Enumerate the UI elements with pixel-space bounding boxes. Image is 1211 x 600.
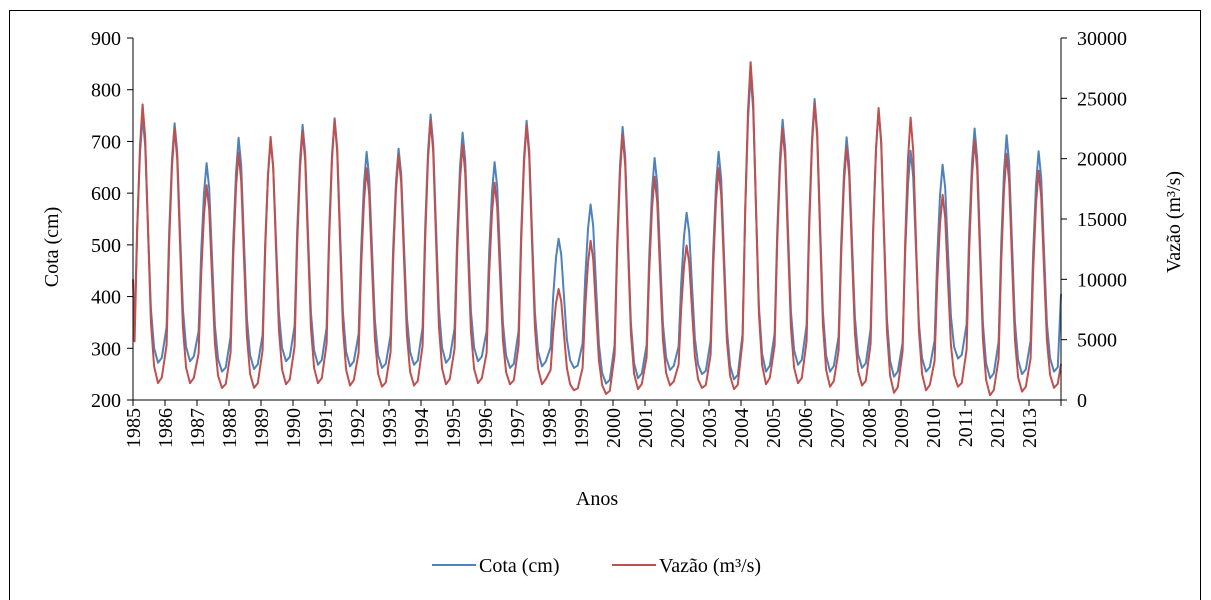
x-tick-label: 2007: [827, 408, 849, 448]
y-left-tick-label: 500: [91, 235, 121, 257]
x-tick-label: 1986: [155, 408, 177, 448]
y-left-tick-label: 300: [91, 338, 121, 360]
y-right-tick-label: 10000: [1077, 269, 1127, 291]
x-tick-label: 1997: [507, 408, 529, 448]
x-tick-label: 2010: [923, 408, 945, 448]
x-tick-label: 1989: [251, 408, 273, 448]
x-tick-label: 2004: [731, 408, 753, 448]
y-left-tick-label: 600: [91, 183, 121, 205]
y-right-tick-label: 20000: [1077, 149, 1127, 171]
x-tick-label: 2006: [795, 408, 817, 448]
x-tick-label: 2009: [891, 408, 913, 448]
x-tick-label: 2013: [1019, 408, 1041, 448]
y-left-tick-label: 800: [91, 80, 121, 102]
y-left-tick-label: 400: [91, 287, 121, 309]
y-axis-left-label: Cota (cm): [41, 207, 63, 288]
y-right-tick-label: 5000: [1077, 330, 1117, 352]
x-tick-label: 2012: [987, 408, 1009, 448]
axes: 200 300 400 500 600 700 800 900 0 5000 10000 15000 2…: [91, 28, 1127, 448]
y-right-tick-label: 15000: [1077, 209, 1127, 231]
x-axis-label: Anos: [576, 488, 618, 510]
x-tick-label: 2002: [667, 408, 689, 448]
x-tick-label: 1995: [443, 408, 465, 448]
x-tick-label: 1990: [283, 408, 305, 448]
x-tick-label: 2008: [859, 408, 881, 448]
x-tick-label: 1985: [123, 408, 145, 448]
legend-label-cota: Cota (cm): [479, 555, 560, 577]
x-tick-label: 1987: [187, 408, 209, 448]
legend-label-vazao: Vazão (m³/s): [659, 555, 761, 577]
x-tick-label: 2000: [603, 408, 625, 448]
y-right-tick-label: 30000: [1077, 28, 1127, 50]
y-axis-right-label: Vazão (m³/s): [1163, 171, 1185, 273]
x-tick-label: 1996: [475, 408, 497, 448]
x-tick-label: 1994: [411, 408, 433, 448]
x-tick-label: 1993: [379, 408, 401, 448]
x-tick-label: 1999: [571, 408, 593, 448]
y-right-tick-label: 0: [1077, 390, 1087, 412]
x-tick-label: 1992: [347, 408, 369, 448]
x-tick-label: 2011: [955, 408, 977, 447]
x-tick-label: 2005: [763, 408, 785, 448]
y-left-tick-label: 700: [91, 131, 121, 153]
x-tick-label: 2001: [635, 408, 657, 448]
x-tick-label: 2003: [699, 408, 721, 448]
y-right-tick-label: 25000: [1077, 88, 1127, 110]
chart-frame: [9, 10, 1201, 600]
series-line-vazao: [132, 61, 1062, 397]
legend: Cota (cm) Vazão (m³/s): [432, 555, 761, 577]
y-left-tick-label: 900: [91, 28, 121, 50]
x-tick-label: 1991: [315, 408, 337, 448]
x-tick-label: 1998: [539, 408, 561, 448]
x-tick-label: 1988: [219, 408, 241, 448]
plot-area: [132, 61, 1062, 397]
y-left-tick-label: 200: [91, 390, 121, 412]
